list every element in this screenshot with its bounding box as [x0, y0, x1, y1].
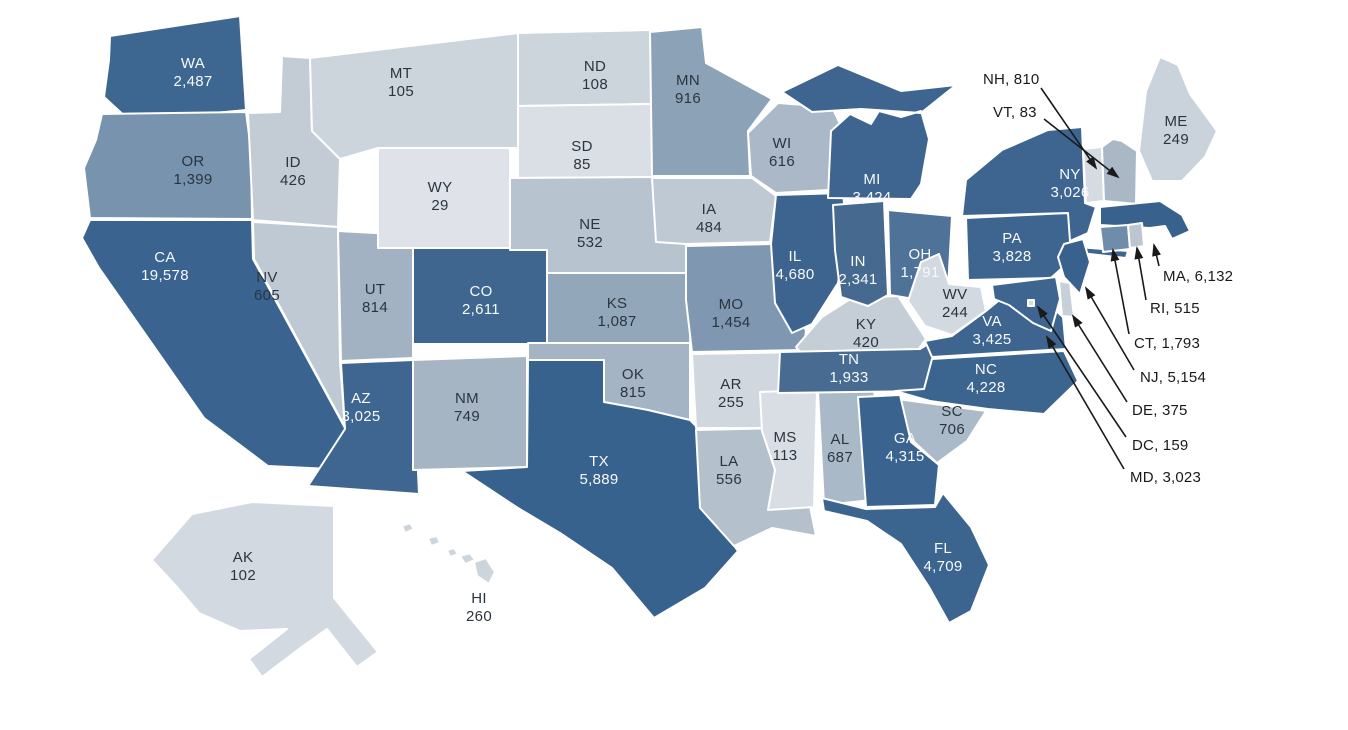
state-shape-fl[interactable]	[821, 492, 990, 624]
callout-label-nj: NJ, 5,154	[1140, 369, 1206, 386]
state-shape-wy[interactable]	[377, 147, 511, 249]
state-shape-ri[interactable]	[1127, 222, 1145, 249]
state-shape-or[interactable]	[83, 111, 253, 220]
callout-arrow-ri	[1134, 246, 1147, 301]
callout-label-dc: DC, 159	[1132, 437, 1188, 454]
state-shape-tx[interactable]	[461, 359, 739, 619]
callout-arrow-vt	[1043, 118, 1120, 179]
callout-label-de: DE, 375	[1132, 402, 1188, 419]
state-label-hi: HI 260	[466, 590, 492, 625]
state-shape-mi[interactable]	[781, 64, 957, 200]
state-shape-nj[interactable]	[1057, 238, 1091, 295]
state-shape-dc[interactable]	[1027, 299, 1035, 307]
state-shape-ia[interactable]	[651, 177, 777, 245]
state-shape-ga[interactable]	[857, 394, 940, 508]
callout-arrow-ct	[1110, 248, 1130, 335]
state-shape-sd[interactable]	[517, 103, 655, 179]
state-shape-mn[interactable]	[649, 26, 773, 177]
callout-label-vt: VT, 83	[993, 104, 1037, 121]
state-shape-in[interactable]	[832, 200, 889, 307]
callout-arrow-de	[1071, 314, 1128, 403]
state-shape-az[interactable]	[307, 359, 420, 495]
state-shape-nm[interactable]	[412, 355, 528, 471]
state-shape-mt[interactable]	[309, 32, 519, 160]
state-shape-ct[interactable]	[1099, 224, 1131, 253]
state-value: 260	[466, 608, 492, 625]
callout-arrow-nh	[1040, 87, 1098, 170]
state-shape-vt[interactable]	[1082, 146, 1105, 204]
state-shape-nh[interactable]	[1101, 138, 1138, 205]
callout-label-ri: RI, 515	[1150, 300, 1200, 317]
callout-arrow-nj	[1084, 286, 1135, 371]
callout-label-nh: NH, 810	[983, 71, 1039, 88]
callout-label-ct: CT, 1,793	[1134, 335, 1200, 352]
callout-label-md: MD, 3,023	[1130, 469, 1201, 486]
state-shape-ut[interactable]	[337, 230, 414, 362]
callout-arrow-dc	[1036, 305, 1127, 438]
state-shape-wv[interactable]	[907, 253, 987, 336]
callout-arrow-ma	[1152, 243, 1161, 267]
callout-arrow-md	[1045, 335, 1125, 470]
state-abbr: HI	[471, 590, 487, 607]
state-shape-ks[interactable]	[546, 272, 693, 344]
state-shape-co[interactable]	[412, 247, 548, 345]
state-shape-wa[interactable]	[103, 15, 247, 122]
state-shape-pa[interactable]	[965, 212, 1074, 281]
state-shape-nc[interactable]	[894, 350, 1079, 415]
callout-label-ma: MA, 6,132	[1163, 268, 1233, 285]
state-shape-me[interactable]	[1138, 56, 1218, 182]
state-shape-ak[interactable]	[151, 501, 379, 678]
state-shape-hi[interactable]	[401, 522, 496, 585]
state-shape-nd[interactable]	[517, 29, 653, 107]
